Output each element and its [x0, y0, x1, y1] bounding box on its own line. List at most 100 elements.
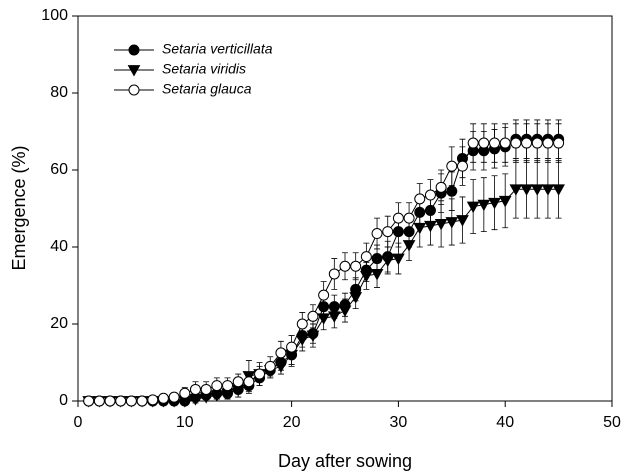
marker — [370, 269, 384, 281]
legend-marker — [128, 44, 140, 56]
marker — [414, 206, 426, 218]
marker — [179, 387, 191, 399]
marker — [413, 222, 427, 235]
legend-label: Setaria viridis — [162, 61, 246, 77]
marker — [318, 289, 330, 301]
marker — [445, 217, 459, 229]
marker — [83, 395, 95, 407]
x-tick-label: 50 — [603, 414, 621, 431]
marker — [392, 253, 405, 266]
marker — [382, 226, 394, 238]
marker — [93, 395, 105, 407]
marker — [467, 137, 479, 149]
marker — [327, 311, 341, 323]
marker — [446, 160, 458, 172]
marker — [403, 212, 415, 224]
marker — [147, 394, 159, 406]
y-tick-label: 100 — [41, 7, 68, 24]
x-tick-label: 0 — [74, 414, 83, 431]
marker — [381, 255, 395, 268]
legend-label: Setaria glauca — [162, 81, 252, 97]
marker — [274, 361, 288, 373]
marker — [222, 380, 234, 392]
legend-marker — [128, 84, 140, 96]
marker — [488, 197, 501, 210]
marker — [531, 137, 543, 149]
marker — [499, 137, 511, 149]
plot-frame — [77, 15, 613, 402]
marker — [521, 137, 533, 149]
y-tick-label: 20 — [50, 315, 68, 332]
marker — [360, 270, 373, 283]
marker — [403, 226, 415, 238]
marker — [466, 201, 480, 214]
x-tick-label: 30 — [390, 414, 408, 431]
marker — [489, 137, 501, 149]
marker — [307, 310, 319, 322]
marker — [477, 199, 491, 212]
marker — [402, 240, 416, 252]
marker — [424, 204, 436, 216]
marker — [553, 137, 565, 149]
marker — [456, 160, 468, 172]
marker — [435, 181, 447, 193]
marker — [350, 260, 362, 272]
marker — [510, 137, 522, 149]
marker — [371, 228, 383, 240]
marker — [157, 392, 169, 404]
marker — [275, 347, 287, 359]
marker — [530, 184, 544, 196]
marker — [520, 184, 533, 196]
marker — [200, 383, 212, 395]
marker — [125, 395, 137, 407]
marker — [478, 137, 490, 149]
marker — [498, 195, 512, 208]
marker — [189, 383, 201, 395]
marker — [232, 376, 244, 388]
y-tick-label: 80 — [50, 84, 68, 101]
marker — [349, 292, 363, 304]
marker — [414, 193, 426, 205]
series-line — [88, 142, 559, 402]
x-axis-label: Day after sowing — [278, 451, 412, 471]
marker — [392, 212, 404, 224]
y-tick-label: 40 — [50, 238, 68, 255]
marker — [318, 301, 330, 313]
x-tick-label: 40 — [496, 414, 514, 431]
marker — [168, 391, 180, 403]
marker — [243, 376, 255, 388]
marker — [456, 215, 469, 227]
y-tick-label: 0 — [59, 392, 68, 409]
marker — [211, 380, 223, 392]
marker — [254, 368, 266, 380]
marker — [115, 395, 127, 407]
series-line — [88, 138, 559, 402]
series — [88, 123, 562, 403]
marker — [338, 305, 352, 318]
marker — [371, 253, 383, 265]
marker — [392, 226, 404, 238]
series — [88, 119, 562, 406]
legend-marker — [127, 65, 141, 77]
marker — [328, 301, 340, 313]
marker — [541, 184, 555, 196]
x-tick-label: 20 — [283, 414, 301, 431]
marker — [317, 313, 330, 325]
marker — [328, 268, 340, 280]
marker — [552, 184, 565, 196]
marker — [424, 189, 436, 201]
y-axis-label: Emergence (%) — [9, 145, 29, 270]
x-tick-label: 10 — [176, 414, 194, 431]
marker — [264, 360, 276, 372]
marker — [339, 260, 351, 272]
marker — [295, 334, 309, 346]
marker — [286, 341, 298, 353]
marker — [104, 395, 116, 407]
marker — [360, 251, 372, 263]
marker — [446, 185, 458, 197]
marker — [434, 219, 448, 231]
marker — [306, 330, 320, 343]
marker — [136, 395, 148, 407]
marker — [509, 184, 523, 196]
